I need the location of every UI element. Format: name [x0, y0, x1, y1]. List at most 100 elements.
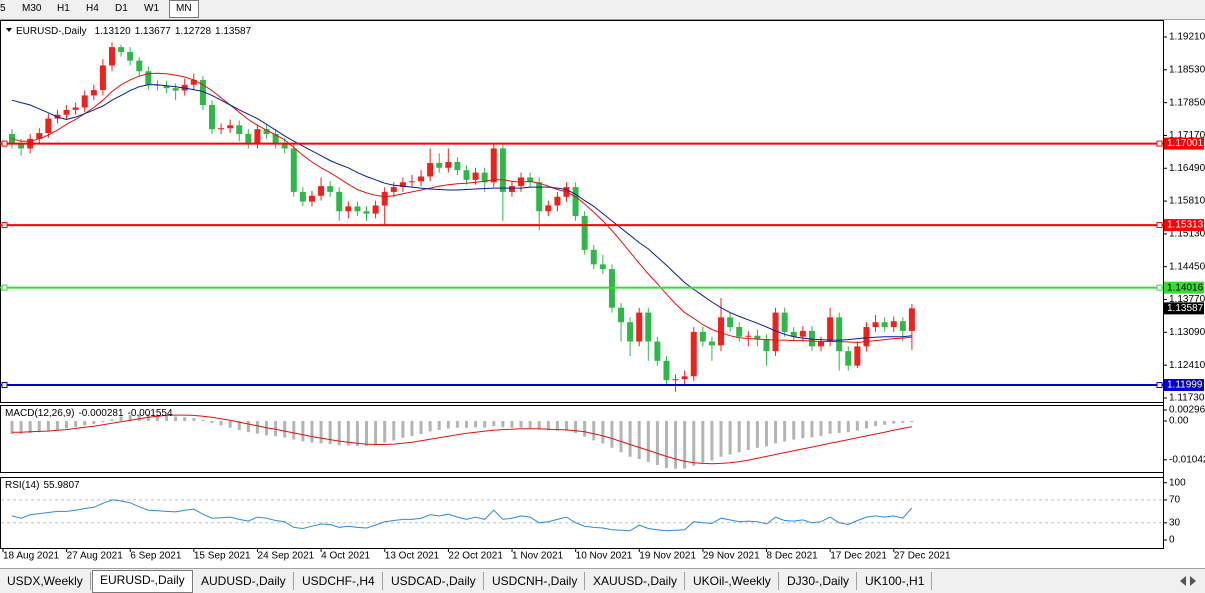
- x-tick-label: 1 Nov 2021: [512, 551, 564, 562]
- histogram-bar: [601, 421, 605, 444]
- pane-frame: [0, 477, 1164, 549]
- candle-body: [272, 133, 279, 144]
- candle-body: [108, 47, 115, 66]
- x-tick-label: 29 Nov 2021: [703, 551, 760, 562]
- chart-tab[interactable]: USDCHF-,H4: [295, 572, 383, 590]
- histogram-bar: [492, 421, 496, 427]
- candle-body: [518, 177, 525, 187]
- candle-body: [790, 331, 797, 337]
- chart-tabs: USDX,Weekly EURUSD-,Daily AUDUSD-,Daily USD…: [0, 568, 1205, 593]
- histogram-bar: [883, 421, 887, 425]
- candle-body: [345, 206, 352, 212]
- y-tick-label: 1.13770: [1169, 294, 1205, 305]
- x-tick-label: 6 Sep 2021: [130, 551, 182, 562]
- candle-body: [454, 161, 461, 171]
- histogram-bar: [337, 421, 341, 446]
- candle-body: [618, 307, 625, 323]
- chart-tab[interactable]: USDCNH-,Daily: [485, 572, 586, 590]
- candle-body: [690, 331, 697, 377]
- y-tick-label: 0: [1169, 535, 1175, 546]
- candle-body: [99, 65, 106, 91]
- ohlc-value: 1.13120: [95, 26, 132, 37]
- candle-body: [863, 327, 870, 347]
- timeframe-button[interactable]: D1: [115, 3, 128, 14]
- timeframe-button[interactable]: H1: [57, 3, 70, 14]
- candle-body: [527, 177, 534, 183]
- indicator-title: RSI(14): [5, 480, 39, 491]
- histogram-bar: [292, 421, 296, 440]
- histogram-bar: [510, 421, 514, 428]
- y-tick-label: 30: [1169, 517, 1181, 528]
- chart-tab[interactable]: DJ30-,Daily: [780, 572, 858, 590]
- histogram-bar: [355, 421, 359, 446]
- histogram-bar: [374, 421, 378, 445]
- price-label-bg: [1164, 137, 1204, 150]
- candle-body: [754, 335, 761, 340]
- candle-body: [672, 379, 679, 381]
- y-tick-label: 1.15130: [1169, 229, 1205, 240]
- histogram-bar: [419, 421, 423, 435]
- x-tick-label: 19 Nov 2021: [639, 551, 696, 562]
- histogram-bar: [401, 421, 405, 438]
- chart-tab[interactable]: XAUUSD-,Daily: [586, 572, 686, 590]
- chart-tab[interactable]: UK100-,H1: [858, 572, 933, 590]
- histogram-bar: [546, 421, 550, 431]
- candle-body: [190, 79, 197, 85]
- line-handle: [1156, 382, 1163, 389]
- timeframe-button[interactable]: 5: [0, 3, 6, 14]
- histogram-bar: [119, 416, 123, 422]
- histogram-bar: [319, 421, 323, 444]
- price-label-bg: [1164, 302, 1204, 315]
- histogram-bar: [774, 421, 778, 444]
- histogram-bar: [783, 421, 787, 442]
- histogram-bar: [655, 421, 659, 465]
- histogram-bar: [46, 421, 50, 432]
- histogram-bar: [392, 421, 396, 441]
- candle-body: [763, 339, 770, 352]
- histogram-bar: [528, 421, 532, 429]
- ohlc-value: 1.13587: [215, 26, 252, 37]
- candle-body: [499, 148, 506, 192]
- histogram-bar: [664, 421, 668, 468]
- indicator-value: -0.000281: [78, 408, 123, 419]
- candle-body: [136, 60, 143, 72]
- candle-body: [881, 322, 888, 328]
- timeframe-button[interactable]: MN: [169, 0, 199, 18]
- candle-body: [781, 312, 788, 332]
- histogram-bar: [837, 421, 841, 433]
- candle-body: [854, 346, 861, 366]
- candle-body: [599, 264, 606, 270]
- x-tick-label: 24 Sep 2021: [258, 551, 315, 562]
- x-tick-label: 4 Oct 2021: [321, 551, 370, 562]
- candle-body: [699, 331, 706, 342]
- candle-body: [445, 161, 452, 168]
- indicator-header: RSI(14) 55.9807: [5, 480, 80, 491]
- timeframe-button[interactable]: H4: [86, 3, 99, 14]
- chart-tab[interactable]: USDX,Weekly: [0, 572, 91, 590]
- chart-tab[interactable]: UKOil-,Weekly: [686, 572, 779, 590]
- histogram-bar: [646, 421, 650, 462]
- candle-body: [818, 341, 825, 347]
- candle-body: [363, 211, 370, 214]
- timeframe-button[interactable]: M30: [22, 3, 42, 14]
- histogram-bar: [301, 421, 305, 442]
- histogram-bar: [910, 421, 914, 423]
- tab-scroll[interactable]: [1172, 571, 1202, 591]
- histogram-bar: [346, 421, 350, 446]
- candle-body: [127, 51, 134, 61]
- histogram-bar: [801, 421, 805, 439]
- candle-body: [590, 249, 597, 265]
- indicator-title: MACD(12,26,9): [5, 408, 74, 419]
- line-handle: [1, 284, 8, 291]
- chart-tab[interactable]: USDCAD-,Daily: [384, 572, 484, 590]
- candle-body: [354, 206, 361, 212]
- chart-tab[interactable]: EURUSD-,Daily: [92, 570, 193, 593]
- y-tick-label: 100: [1169, 477, 1186, 488]
- x-tick-label: 13 Oct 2021: [385, 551, 440, 562]
- histogram-bar: [201, 419, 205, 422]
- line-handle: [1, 222, 8, 229]
- timeframe-button[interactable]: W1: [144, 3, 159, 14]
- histogram-bar: [101, 421, 105, 423]
- y-tick-label: 1.17170: [1169, 130, 1205, 141]
- chart-tab[interactable]: AUDUSD-,Daily: [194, 572, 294, 590]
